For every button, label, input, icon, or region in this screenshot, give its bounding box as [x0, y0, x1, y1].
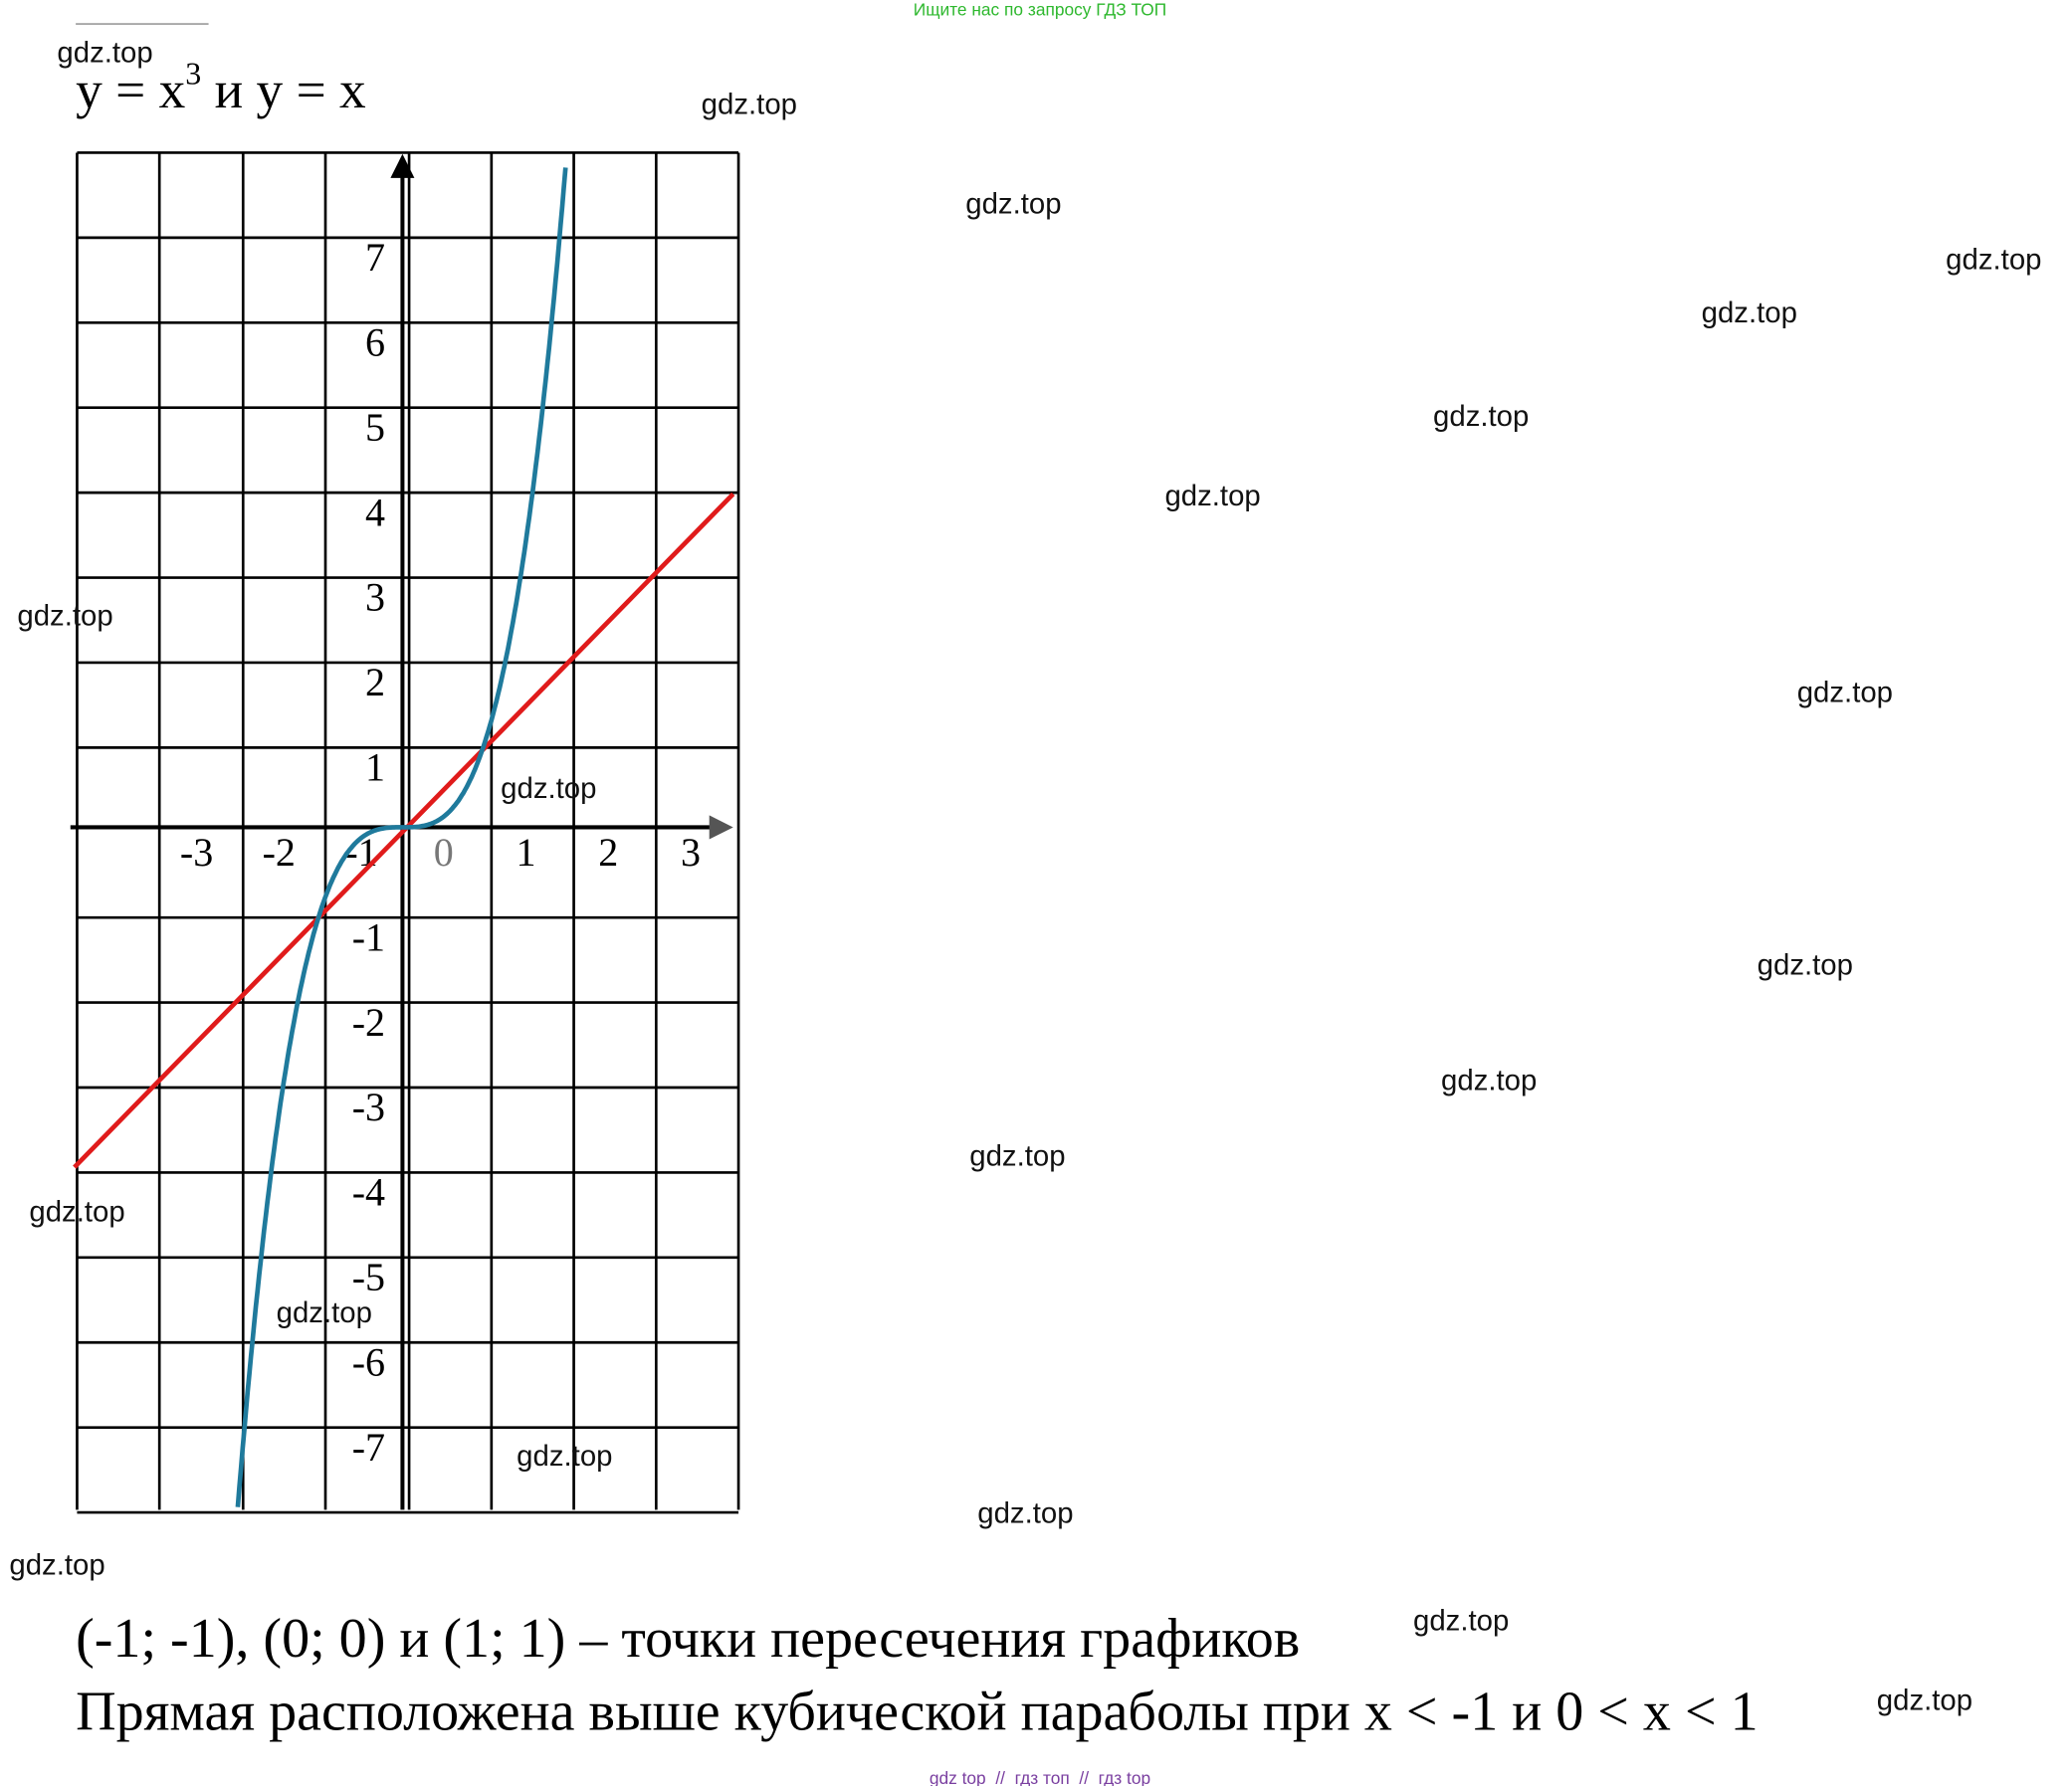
- answer-line: (-1; -1), (0; 0) и (1; 1) – точки пересе…: [76, 1608, 1300, 1670]
- x-label: 3: [681, 830, 701, 875]
- y-label: -2: [352, 1000, 385, 1045]
- y-label: -5: [352, 1255, 385, 1299]
- watermark: gdz.top: [1702, 297, 1797, 329]
- title-power: 3: [185, 56, 201, 92]
- watermark: gdz.top: [17, 599, 112, 632]
- watermark: gdz.top: [702, 89, 797, 121]
- watermarks: gdz.top gdz.top gdz.top gdz.top gdz.top gdz.t…: [9, 36, 2041, 1716]
- watermark: gdz.top: [57, 36, 152, 69]
- y-label: -4: [352, 1170, 385, 1215]
- y-label: -3: [352, 1085, 385, 1129]
- y-label: -1: [352, 914, 385, 959]
- x-label: -3: [180, 830, 213, 875]
- y-label: 4: [365, 490, 385, 534]
- watermark: gdz.top: [1413, 1605, 1509, 1638]
- watermark: gdz.top: [1797, 677, 1893, 709]
- search-note: Ищите нас по запросу ГДЗ ТОП: [914, 0, 1166, 19]
- y-arrow: [390, 153, 415, 178]
- grid: [76, 151, 740, 1514]
- y-label: 5: [365, 405, 385, 450]
- y-label: -7: [352, 1425, 385, 1470]
- y-label: 7: [365, 235, 385, 280]
- answer-line: Прямая расположена выше кубической параб…: [76, 1681, 1759, 1742]
- x-label: 0: [434, 830, 454, 875]
- watermark: gdz.top: [1877, 1685, 1972, 1717]
- line-y-x: [73, 492, 735, 1169]
- watermark: gdz.top: [1441, 1064, 1537, 1096]
- watermark: gdz.top: [517, 1440, 612, 1473]
- y-label: -6: [352, 1339, 385, 1384]
- watermark: gdz.top: [1946, 244, 2041, 277]
- y-label: 6: [365, 320, 385, 365]
- watermark: gdz.top: [277, 1296, 372, 1329]
- y-label: 1: [365, 745, 385, 790]
- watermark: gdz.top: [977, 1496, 1073, 1529]
- x-label: 2: [598, 830, 618, 875]
- cubic-curve: [235, 167, 568, 1507]
- watermark: gdz.top: [965, 188, 1061, 221]
- x-label: 1: [517, 830, 536, 875]
- x-label: -2: [263, 830, 296, 875]
- y-label: 2: [365, 660, 385, 704]
- watermark: gdz.top: [29, 1196, 124, 1229]
- title: y = x3 и y = x: [76, 56, 366, 120]
- watermark: gdz.top: [1164, 480, 1260, 512]
- footer: gdz top // гдз топ // гдз top: [930, 1768, 1150, 1786]
- x-arrow: [709, 815, 733, 840]
- watermark: gdz.top: [1433, 400, 1529, 433]
- watermark: gdz.top: [1758, 948, 1853, 981]
- watermark: gdz.top: [501, 772, 596, 805]
- watermark: gdz.top: [969, 1139, 1065, 1172]
- title-base: y = x: [76, 60, 185, 119]
- title-rest: и y = x: [201, 60, 366, 119]
- watermark: gdz.top: [9, 1549, 104, 1582]
- y-label: 3: [365, 575, 385, 620]
